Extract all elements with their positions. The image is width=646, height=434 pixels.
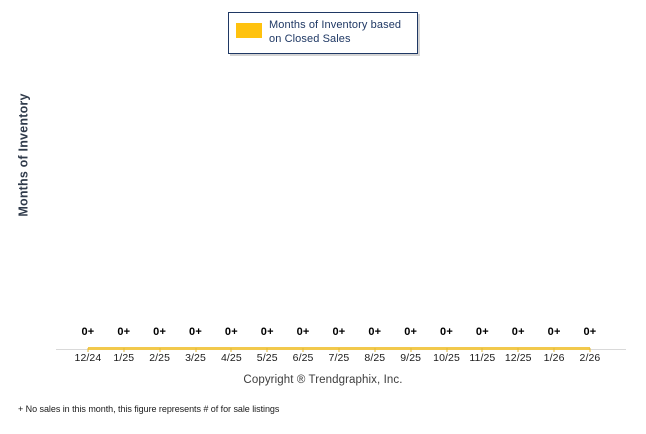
x-axis-tick-icon	[517, 348, 519, 352]
bar-data-label: 0+	[260, 326, 274, 338]
x-axis-category: 0+ 12/25	[500, 326, 536, 372]
x-axis-category: 0+ 7/25	[321, 326, 357, 372]
x-axis-tick-label: 12/24	[74, 352, 102, 364]
x-axis-tick-icon	[481, 348, 483, 352]
bar-data-label: 0+	[440, 326, 453, 338]
x-axis-tick-icon	[123, 348, 125, 352]
x-axis-tick-icon	[266, 348, 268, 352]
bar-data-label: 0+	[404, 326, 418, 338]
x-axis-tick-icon	[553, 348, 555, 352]
x-axis-tick-label: 9/25	[400, 352, 422, 364]
x-axis-tick-icon	[338, 348, 340, 352]
x-axis-category: 0+ 6/25	[285, 326, 321, 372]
x-axis-category: 0+ 8/25	[357, 326, 393, 372]
x-axis-tick-label: 1/25	[113, 352, 135, 364]
bar-data-label: 0+	[224, 326, 238, 338]
x-axis-tick-label: 10/25	[433, 352, 460, 364]
x-axis-tick-label: 7/25	[328, 352, 350, 364]
x-axis-category: 0+ 1/26	[536, 326, 572, 372]
x-axis-tick-icon	[589, 348, 591, 352]
x-axis-category: 0+ 2/26	[572, 326, 608, 372]
x-axis-tick-icon	[195, 348, 196, 352]
x-axis-tick-label: 11/25	[469, 352, 496, 364]
footnote-no-sales: + No sales in this month, this figure re…	[18, 404, 280, 414]
x-axis-category: 0+ 11/25	[464, 326, 500, 372]
x-axis-tick-label: 12/25	[504, 352, 532, 364]
x-axis-categories: 0+ 12/24 0+ 1/25 0+ 2/25 0+ 3/25 0+ 4/25 0+ 5/25 0+ 6…	[70, 326, 608, 372]
x-axis-tick-icon	[446, 348, 448, 352]
bar-data-label: 0+	[296, 326, 310, 338]
x-axis-category: 0+ 3/25	[178, 326, 214, 372]
x-axis-tick-label: 1/26	[543, 352, 565, 364]
copyright-notice: Copyright ® Trendgraphix, Inc.	[243, 374, 403, 386]
y-axis-title: Months of Inventory	[0, 0, 60, 434]
x-axis-category: 0+ 10/25	[429, 326, 465, 372]
x-axis-category: 0+ 5/25	[249, 326, 285, 372]
plot-area	[68, 60, 626, 347]
bar-data-label: 0+	[189, 326, 202, 338]
x-axis-tick-icon	[87, 348, 89, 352]
x-axis-tick-icon	[230, 348, 232, 352]
x-axis-category: 0+ 9/25	[393, 326, 429, 372]
bar-data-label: 0+	[547, 326, 561, 338]
y-axis-title-text: Months of Inventory	[17, 93, 31, 217]
legend-label: Months of Inventory based on Closed Sale…	[269, 19, 402, 45]
bar-data-label: 0+	[368, 326, 382, 338]
x-axis-category: 0+ 4/25	[213, 326, 249, 372]
bar-data-label: 0+	[511, 326, 525, 338]
x-axis-tick-icon	[374, 348, 376, 352]
x-axis-tick-label: 4/25	[220, 352, 242, 364]
x-axis-category: 0+ 2/25	[142, 326, 178, 372]
bar-data-label: 0+	[81, 326, 95, 338]
x-axis-tick-label: 2/25	[149, 352, 171, 364]
bar-data-label: 0+	[153, 326, 167, 338]
bar-data-label: 0+	[475, 326, 489, 338]
bar-data-label: 0+	[332, 326, 346, 338]
x-axis-tick-label: 6/25	[292, 352, 314, 364]
x-axis-tick-label: 5/25	[256, 352, 278, 364]
x-axis-tick-icon	[159, 348, 161, 352]
chart-legend: Months of Inventory based on Closed Sale…	[228, 12, 418, 54]
x-axis-category: 0+ 1/25	[106, 326, 142, 372]
bar-data-label: 0+	[583, 326, 597, 338]
x-axis-tick-label: 2/26	[579, 352, 601, 364]
bar-data-label: 0+	[117, 326, 131, 338]
x-axis-tick-icon	[410, 348, 412, 352]
x-axis-tick-label: 8/25	[364, 352, 386, 364]
legend-color-swatch-icon	[236, 23, 262, 38]
x-axis-tick-icon	[302, 348, 304, 352]
x-axis-category: 0+ 12/24	[70, 326, 106, 372]
x-axis-tick-label: 3/25	[185, 352, 206, 364]
